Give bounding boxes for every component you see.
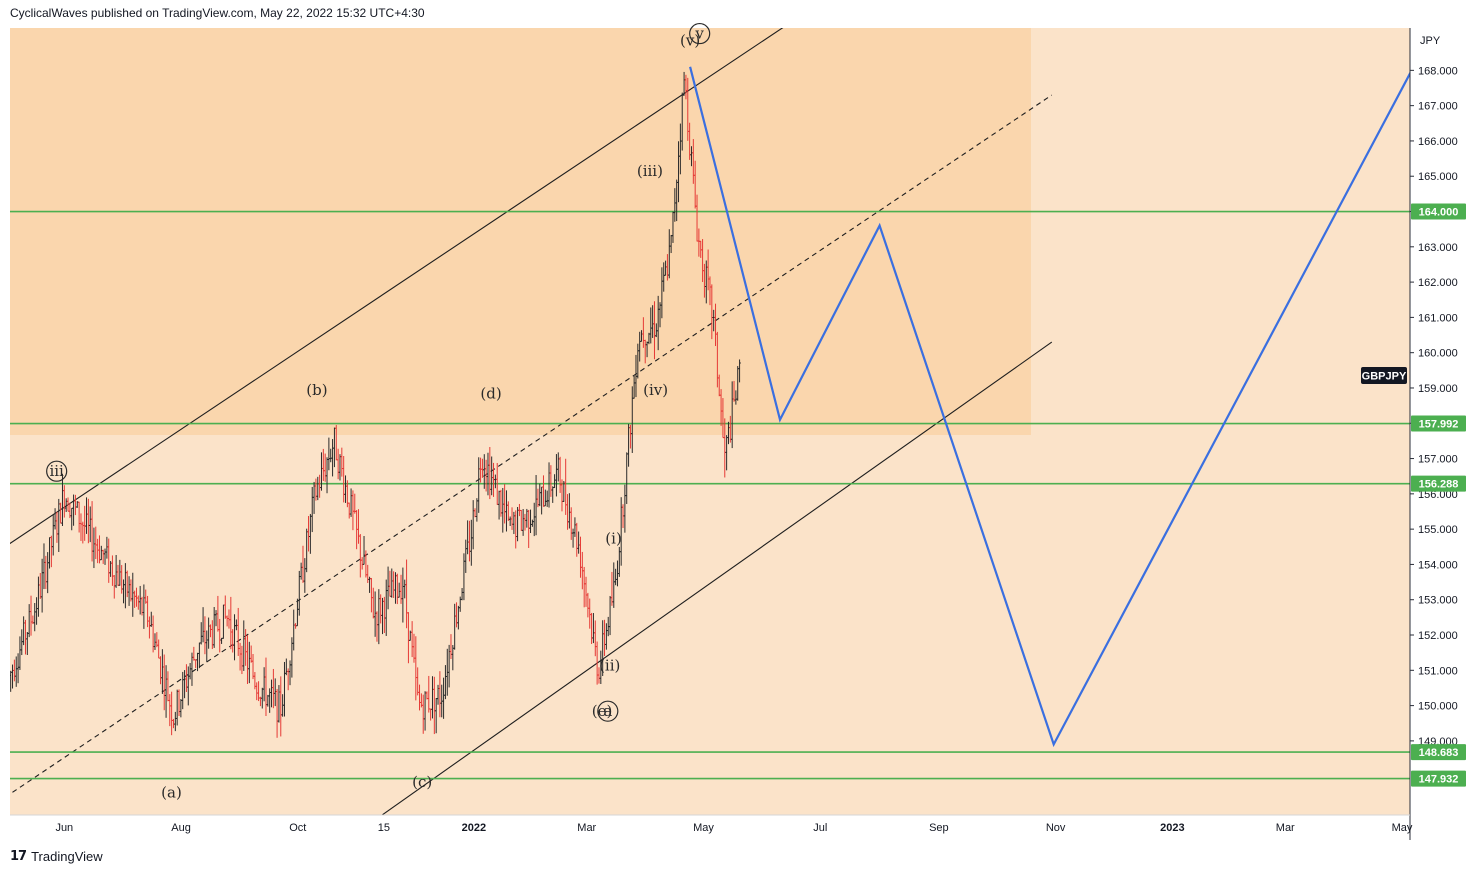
wave-label: iii <box>49 462 64 480</box>
wave-label: (iv) <box>643 381 668 399</box>
price-tick-label: 165.000 <box>1418 171 1458 183</box>
time-tick-label: May <box>693 822 714 834</box>
level-price-tag-background <box>1411 415 1466 432</box>
wave-label: (c) <box>412 773 432 791</box>
price-tick-label: 152.000 <box>1418 630 1458 642</box>
price-tick-label: 161.000 <box>1418 312 1458 324</box>
level-price-tag-background <box>1411 203 1466 220</box>
wave-label-circle <box>689 22 711 45</box>
price-tick-label: 153.000 <box>1418 595 1458 607</box>
price-tick-label: 163.000 <box>1418 242 1458 254</box>
level-price-tag[interactable]: 164.000 <box>1411 203 1466 220</box>
price-tick-label: 151.000 <box>1418 665 1458 677</box>
wave-label-circle <box>46 460 68 482</box>
wave-label: (e) <box>592 702 613 720</box>
level-price-tag[interactable]: 156.288 <box>1411 475 1466 492</box>
price-tick-label: 160.000 <box>1418 348 1458 360</box>
price-tick-labels: 149.000150.000151.000152.000153.000154.0… <box>1410 65 1458 748</box>
tradingview-logo[interactable]: 17 TradingView <box>10 849 103 864</box>
time-tick-label: Jul <box>813 822 827 834</box>
level-price-tag[interactable]: 157.992 <box>1411 415 1466 432</box>
symbol-tag-background <box>1361 367 1407 384</box>
axis-layer: JPY <box>10 28 1441 840</box>
price-tick-label: 150.000 <box>1418 701 1458 713</box>
time-tick-label: Oct <box>289 822 306 834</box>
ohlc-bar <box>738 359 741 383</box>
price-tick-label: 162.000 <box>1418 277 1458 289</box>
wave-label: (ii) <box>599 656 620 674</box>
level-price-tag[interactable]: 148.683 <box>1411 744 1466 761</box>
wave-label: v <box>694 25 704 43</box>
price-tick-label: 157.000 <box>1418 454 1458 466</box>
price-tick-label: 166.000 <box>1418 136 1458 148</box>
symbol-tag-label: GBPJPY <box>1362 371 1407 383</box>
time-tick-label: Mar <box>1276 822 1295 834</box>
channel-median-line[interactable] <box>5 94 1053 797</box>
level-price-tag-label: 147.932 <box>1419 774 1459 786</box>
level-price-tag-label: 156.288 <box>1419 479 1459 491</box>
plot-layer <box>5 10 1419 815</box>
wave-label: (iii) <box>637 162 663 180</box>
wave-label: (a) <box>161 783 182 801</box>
wave-label: (i) <box>605 529 622 547</box>
time-tick-label: 2022 <box>462 822 486 834</box>
time-tick-label: 15 <box>378 822 390 834</box>
price-tick-label: 156.000 <box>1418 489 1458 501</box>
price-tick-label: 159.000 <box>1418 383 1458 395</box>
level-price-tag-background <box>1411 744 1466 761</box>
time-tick-label: May <box>1392 822 1413 834</box>
published-text: published on TradingView.com, May 22, 20… <box>90 6 425 20</box>
wave-label: (v) <box>680 32 700 50</box>
highlight-box <box>10 28 1031 435</box>
symbol-tag[interactable]: GBPJPY <box>1361 367 1407 384</box>
currency-label: JPY <box>1420 35 1441 47</box>
level-price-tag-label: 157.992 <box>1419 419 1459 431</box>
level-price-tag-label: 148.683 <box>1419 747 1459 759</box>
projection-path[interactable] <box>689 56 1419 748</box>
ohlc-bar <box>10 674 11 676</box>
time-tick-label: Mar <box>577 822 596 834</box>
time-tick-label: Jun <box>55 822 73 834</box>
tradingview-brand-label: TradingView <box>31 849 103 864</box>
time-tick-label: Aug <box>171 822 191 834</box>
price-tick-label: 154.000 <box>1418 559 1458 571</box>
level-price-tag-label: 164.000 <box>1419 207 1459 219</box>
publication-header: CyclicalWaves published on TradingView.c… <box>10 6 425 20</box>
publisher-name[interactable]: CyclicalWaves <box>10 6 88 20</box>
wave-label: (b) <box>306 381 327 399</box>
price-tick-label: 155.000 <box>1418 524 1458 536</box>
time-tick-label: 2023 <box>1160 822 1184 834</box>
wave-label: a <box>603 702 612 720</box>
level-price-tag-background <box>1411 770 1466 787</box>
channel-upper-line[interactable] <box>5 10 809 546</box>
time-tick-label: Nov <box>1046 822 1066 834</box>
level-price-tag[interactable]: 147.932 <box>1411 770 1466 787</box>
level-tags: 164.000 157.992 156.288 148.683 147.932 <box>1411 203 1466 787</box>
tradingview-logo-icon: 17 <box>10 849 27 864</box>
level-price-tag-background <box>1411 475 1466 492</box>
ohlc-bars <box>10 71 741 738</box>
price-tick-label: 167.000 <box>1418 101 1458 113</box>
wave-label: (d) <box>480 385 501 403</box>
price-tick-label: 168.000 <box>1418 65 1458 77</box>
time-tick-labels: Jun Aug Oct 15 2022 Mar May Jul Sep Nov 2023 Mar May <box>55 822 1412 834</box>
wave-label-layer: (a) (b) (c) (d) (i) (ii) (iii) (iv) (v) iii v (e)a <box>46 22 711 801</box>
wave-label-circle <box>597 700 619 722</box>
time-tick-label: Sep <box>929 822 949 834</box>
